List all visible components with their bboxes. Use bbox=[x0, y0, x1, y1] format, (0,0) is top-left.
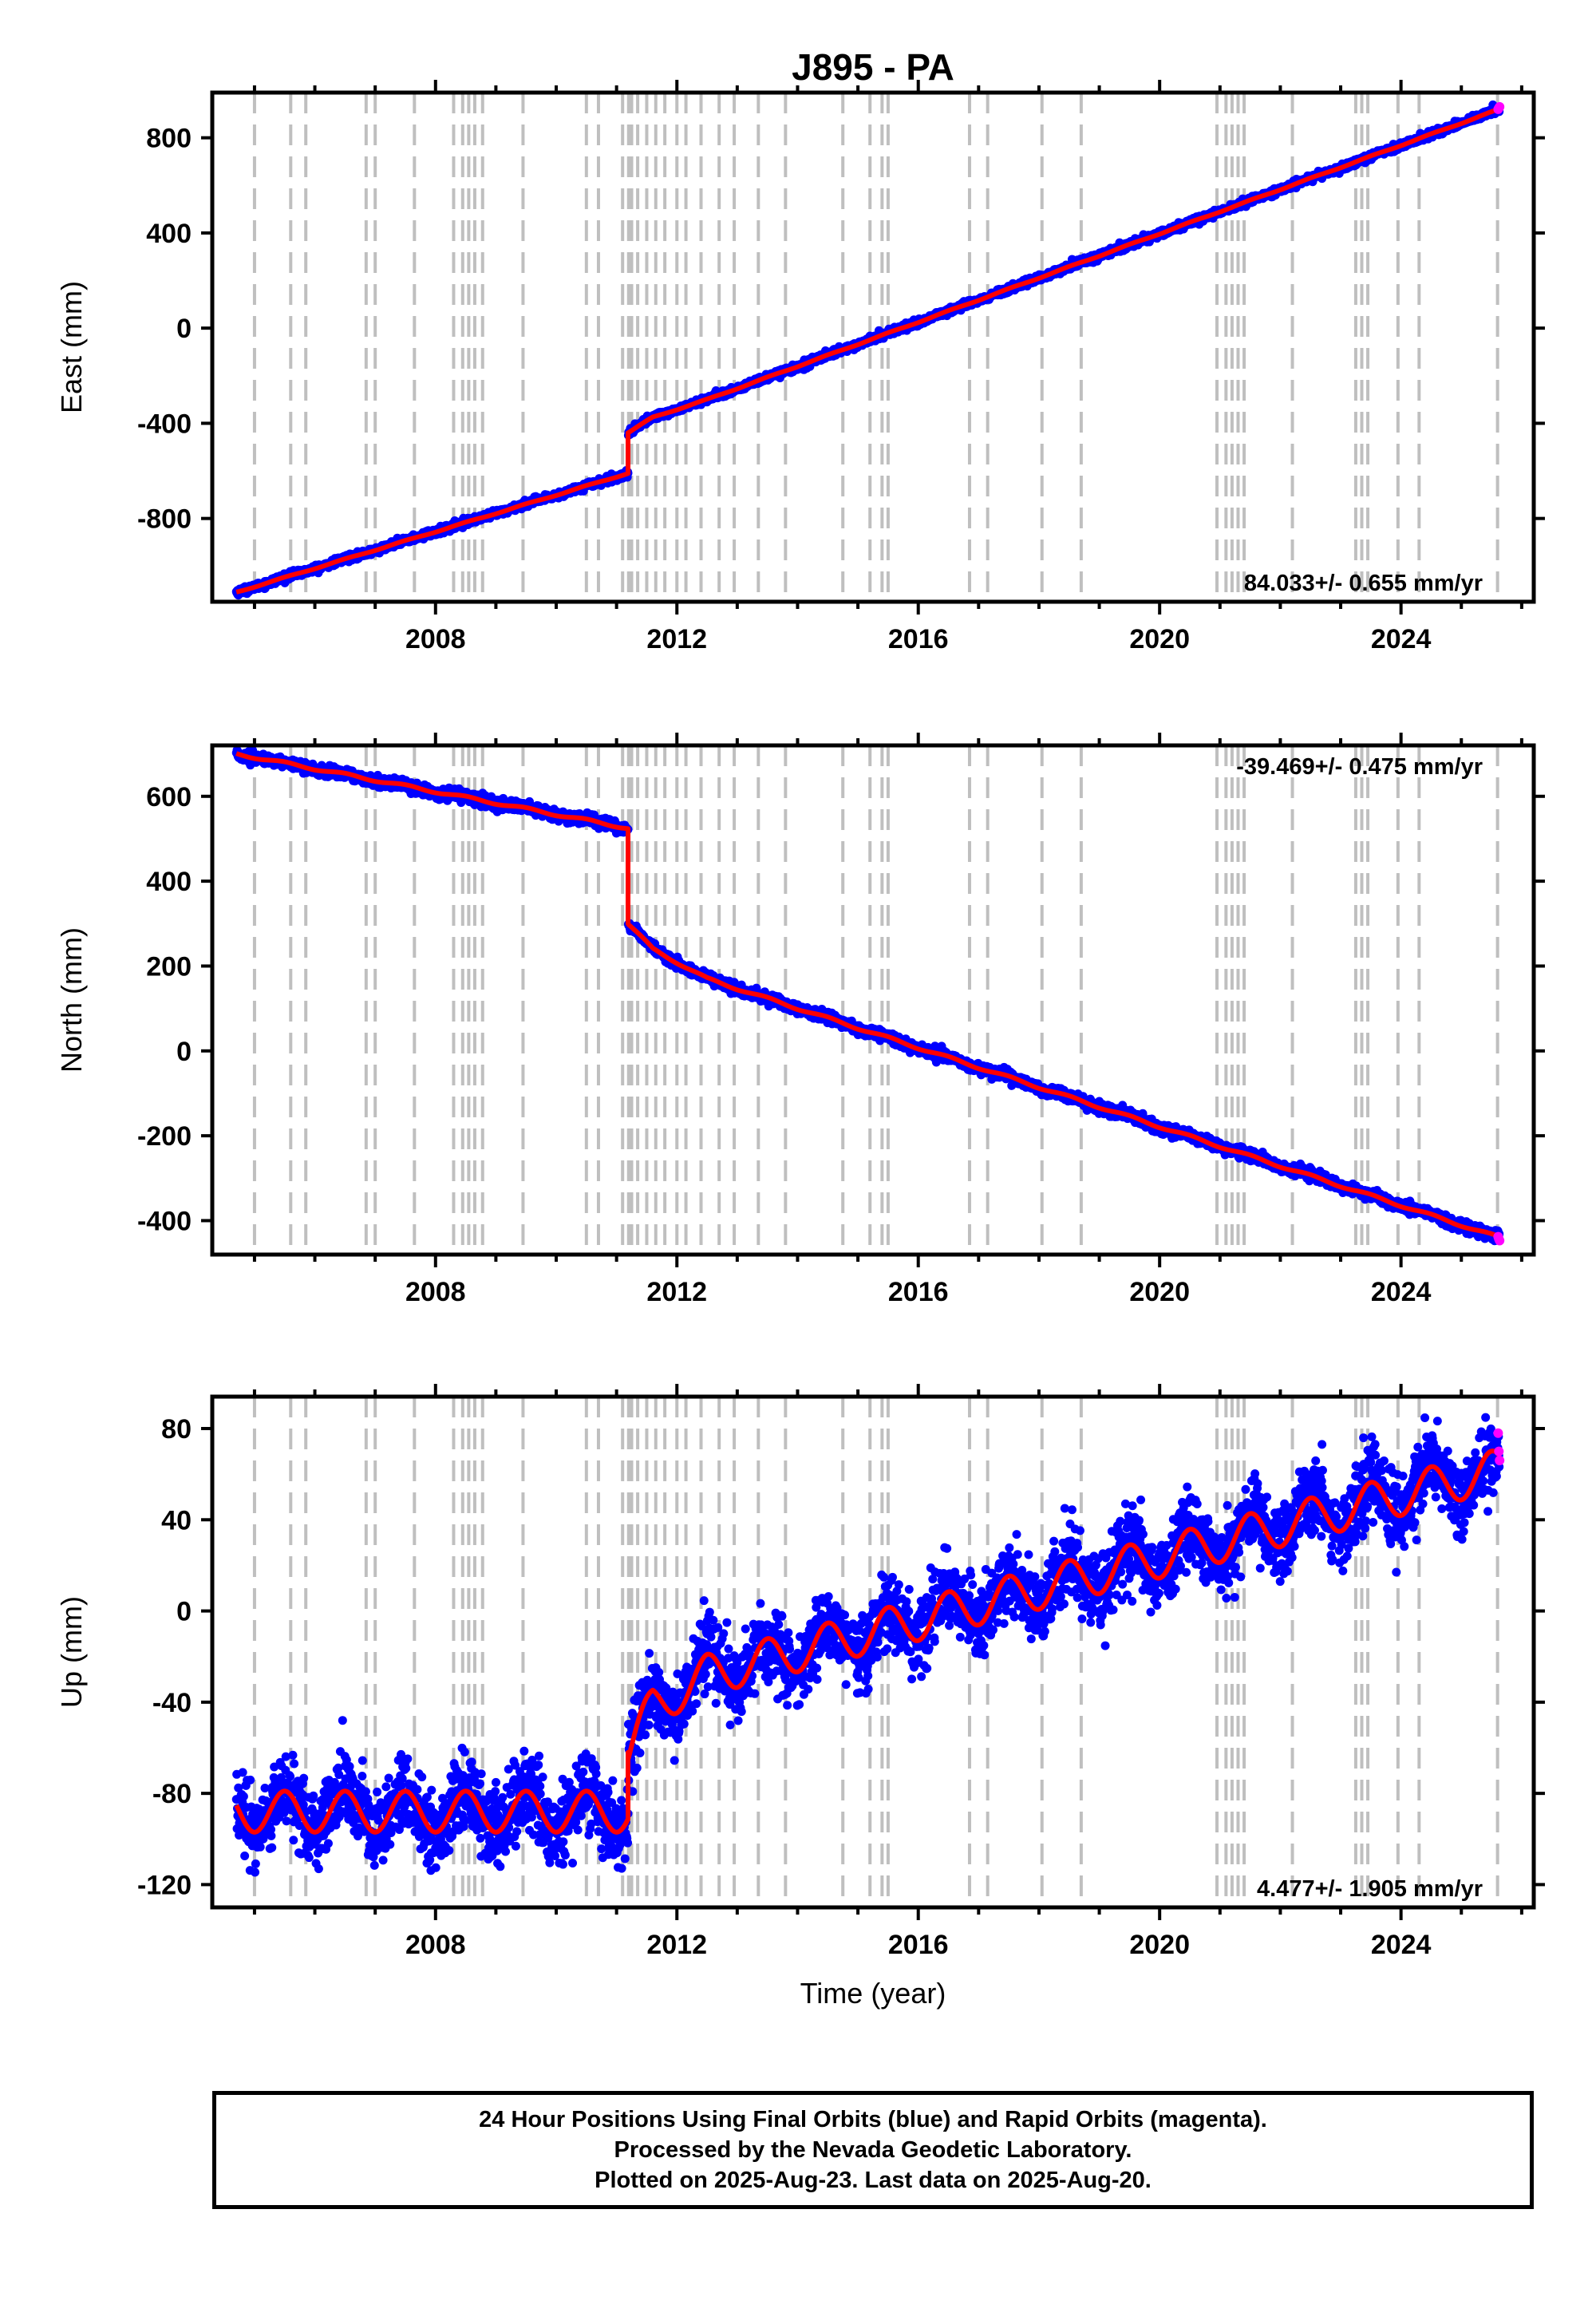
chart-title: J895 - PA bbox=[792, 46, 954, 88]
y-tick-label: -400 bbox=[137, 409, 192, 439]
x-tick-label: 2012 bbox=[646, 624, 707, 654]
panel-east: -800 -400 0 400 800 2008 2012 2016 2020 2024 East … bbox=[55, 46, 1545, 654]
final-orbit-points-north bbox=[231, 745, 1504, 1246]
y-axis-label: East (mm) bbox=[55, 281, 88, 413]
x-tick-label: 2016 bbox=[888, 624, 949, 654]
rapid-orbit-point bbox=[1495, 101, 1505, 112]
x-tick-label: 2008 bbox=[405, 624, 466, 654]
plot-area-east bbox=[231, 93, 1505, 602]
y-tick-label: 0 bbox=[176, 314, 192, 344]
x-tick-label: 2024 bbox=[1371, 624, 1432, 654]
x-tick-label: 2020 bbox=[1129, 624, 1190, 654]
y-tick-label: 800 bbox=[146, 124, 192, 154]
y-tick-label: -800 bbox=[137, 504, 192, 535]
y-tick-label: 400 bbox=[146, 219, 192, 249]
plot-area-north bbox=[231, 745, 1505, 1255]
velocity-rate-label: 84.033+/- 0.655 mm/yr bbox=[1244, 571, 1483, 596]
